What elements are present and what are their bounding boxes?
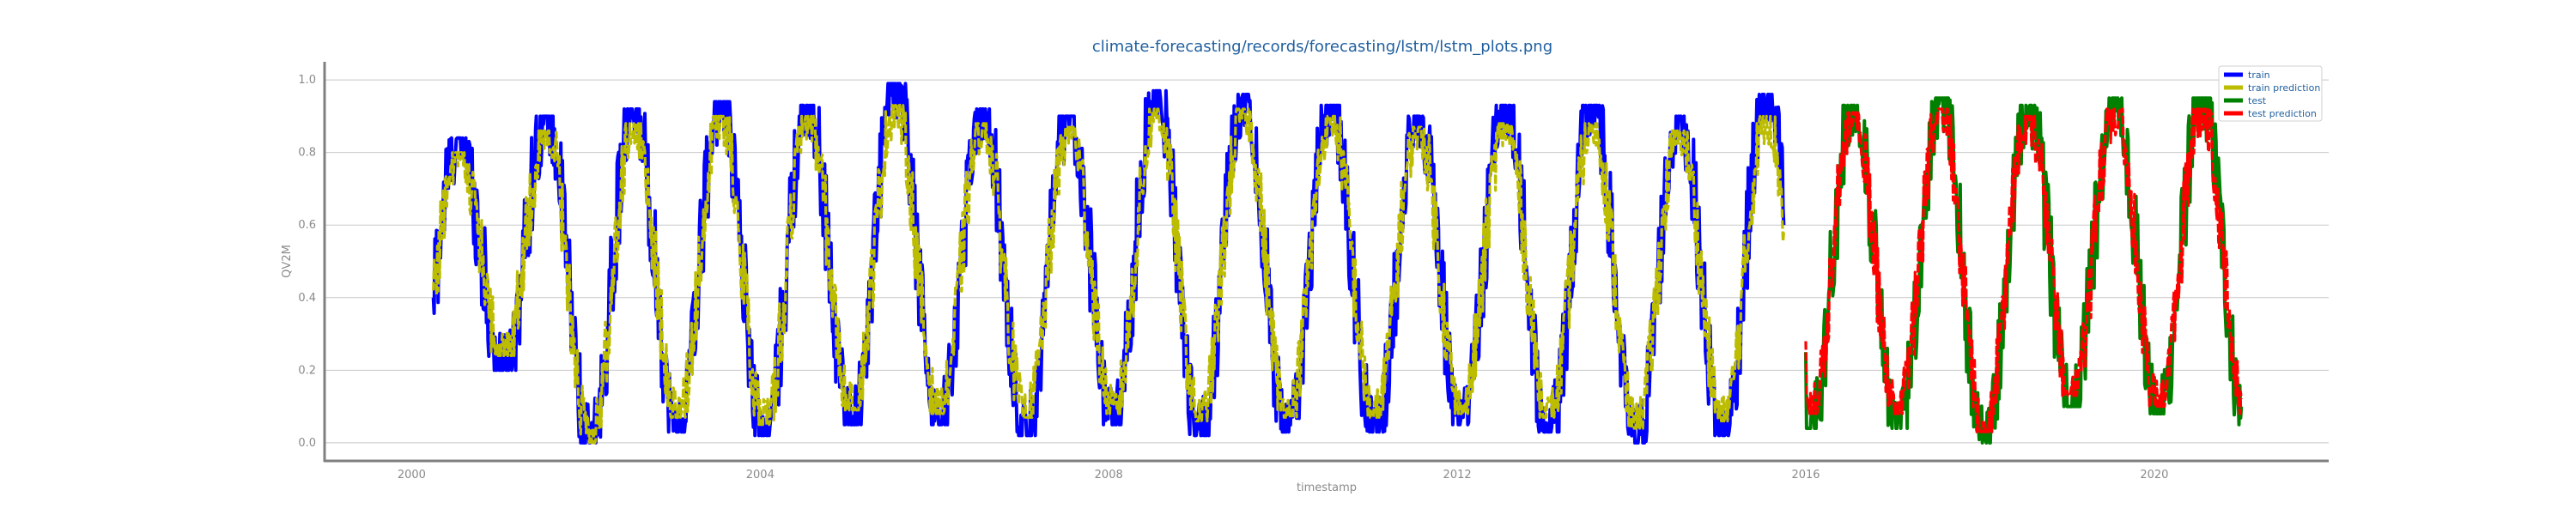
- x-tick-label: 2020: [2140, 469, 2168, 482]
- y-tick-label: 1.0: [298, 74, 316, 87]
- chart-title: climate-forecasting/records/forecasting/…: [1092, 38, 1552, 56]
- y-tick-label: 0.2: [298, 364, 316, 377]
- legend-label: test: [2248, 95, 2267, 106]
- y-tick-label: 0.4: [298, 292, 316, 305]
- x-tick-label: 2012: [1443, 469, 1472, 482]
- x-tick-label: 2000: [398, 469, 426, 482]
- x-tick-label: 2004: [746, 469, 775, 482]
- x-tick-labels: 2000 2004 2008 2012 2016 2020: [398, 469, 2169, 482]
- legend-label: train: [2248, 70, 2270, 81]
- y-tick-label: 0.6: [298, 219, 316, 232]
- y-tick-label: 0.0: [298, 437, 316, 450]
- legend-label: train prediction: [2248, 82, 2320, 94]
- x-axis-label: timestamp: [1297, 482, 1357, 494]
- y-tick-label: 0.8: [298, 147, 316, 160]
- legend-box: [2218, 65, 2323, 122]
- series-lines: [431, 82, 2244, 445]
- y-tick-labels: 0.0 0.2 0.4 0.6 0.8 1.0: [298, 74, 316, 450]
- test-series-line: [1804, 96, 2244, 445]
- y-axis-label: QV2M: [281, 245, 294, 278]
- x-tick-label: 2016: [1791, 469, 1820, 482]
- test-prediction-series-line: [1804, 107, 2243, 433]
- x-tick-label: 2008: [1095, 469, 1123, 482]
- train-prediction-series-line: [432, 104, 1785, 445]
- legend-label: test prediction: [2248, 108, 2317, 119]
